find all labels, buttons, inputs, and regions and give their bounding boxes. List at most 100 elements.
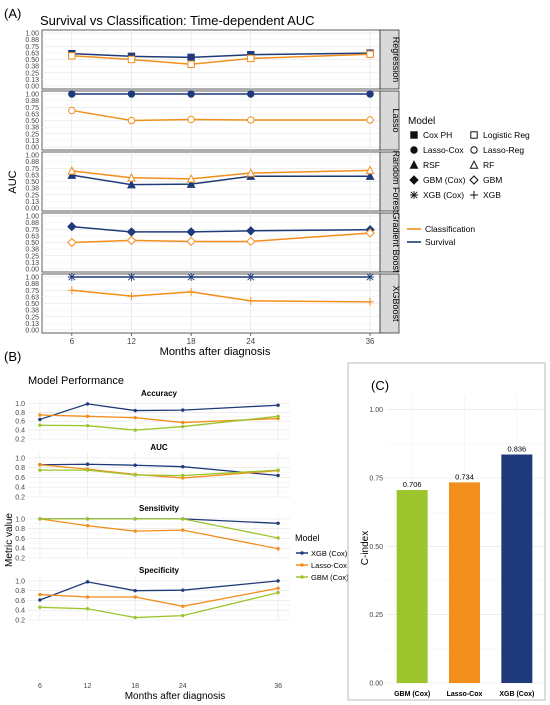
legend-marker (470, 191, 478, 199)
data-point (181, 517, 185, 521)
data-point (181, 464, 185, 469)
chart-a-xlabel: Months after diagnosis (160, 346, 271, 358)
chart-c: 0.00 0.25 0.50 0.75 1.00 0.706 GBM (Cox) 0.734 L… (369, 396, 543, 698)
data-point (85, 524, 90, 528)
chart-c-frame (347, 362, 546, 701)
y-tick-label: 0.63 (25, 111, 39, 118)
legend-dot (300, 575, 304, 579)
data-point (365, 171, 375, 180)
panel-label-c: (C) (371, 378, 389, 393)
legend-b-title: Model (295, 533, 320, 543)
data-point (187, 90, 195, 98)
data-point (127, 116, 136, 125)
legend-dot (300, 563, 304, 567)
x-tick-label: 12 (84, 683, 92, 690)
y-tick-label: 0.8 (15, 526, 25, 533)
data-point (247, 54, 255, 63)
bar-value-label: 0.734 (455, 472, 474, 481)
legend-marker (410, 131, 418, 139)
data-point (187, 60, 195, 68)
y-tick-label: 0.75 (25, 227, 39, 234)
data-point (187, 53, 195, 62)
facet-strip (379, 151, 400, 212)
data-point (276, 414, 280, 419)
bar-value-label: 0.706 (403, 480, 422, 489)
data-point (366, 116, 374, 124)
y-tick-label: 0.88 (25, 220, 39, 227)
legend-b-item: Lasso-Cox (311, 561, 347, 570)
data-point (181, 476, 185, 480)
data-point (133, 463, 137, 467)
y-tick-label: 1.0 (15, 455, 25, 462)
data-point (85, 402, 90, 406)
data-point (85, 517, 90, 521)
data-point (133, 595, 137, 599)
chart-b-facets: Accuracy 0.2 0.4 0.6 0.8 1.0 AUC 0.2 0.4 0.6 0.8 1.… (15, 389, 290, 690)
data-point (181, 528, 185, 532)
bar-value-label: 0.836 (507, 444, 526, 453)
x-tick-label: 36 (366, 337, 375, 346)
data-point (68, 106, 76, 115)
data-point (366, 273, 375, 281)
y-tick-label: 0.00 (25, 206, 39, 213)
y-tick-label: 0.00 (25, 84, 39, 91)
data-point (85, 423, 90, 428)
y-tick-label: 0.88 (25, 37, 39, 44)
x-tick-label: 18 (187, 337, 196, 346)
facet-strip-label: Lasso (391, 108, 401, 132)
facet-strip (379, 29, 400, 90)
y-tick-label: 0.25 (25, 131, 39, 138)
y-tick-label: 0.00 (25, 267, 39, 274)
data-point (246, 236, 256, 247)
y-tick-label: 0.38 (25, 308, 39, 315)
series-line (39, 403, 279, 421)
y-tick-label: 0.2 (15, 495, 25, 502)
data-point (127, 90, 136, 98)
chart-a-legend: Model Cox PH Logistic Reg Lasso-Cox Lasso-Re… (407, 116, 530, 247)
y-tick-label: 0.4 (15, 428, 25, 435)
data-point (67, 221, 77, 232)
data-point (68, 90, 76, 98)
data-point (67, 166, 77, 175)
chart-c-ylabel: C-index (360, 531, 371, 565)
series-line (39, 518, 279, 524)
legend-marker (410, 191, 418, 199)
facet-b-title: AUC (150, 443, 168, 452)
legend-a-item: XGB (483, 190, 501, 200)
y-tick-label: 0.00 (369, 681, 383, 688)
data-point (67, 170, 77, 179)
y-tick-label: 0.50 (25, 179, 39, 186)
x-tick-label: 24 (179, 683, 187, 690)
data-point (85, 607, 90, 611)
y-tick-label: 0.75 (25, 44, 39, 51)
data-point (186, 179, 196, 188)
bar (501, 454, 533, 683)
bar (449, 482, 480, 683)
data-point (181, 408, 185, 412)
legend-marker (409, 175, 419, 185)
data-point (133, 517, 137, 521)
legend-a-item: XGB (Cox) (423, 190, 464, 200)
data-point (68, 52, 76, 60)
chart-b-legend: Model XGB (Cox) Lasso-Cox GBM (Cox) (295, 533, 349, 582)
data-point (186, 173, 196, 183)
data-point (187, 115, 195, 124)
y-tick-label: 1.00 (25, 214, 39, 221)
data-point (276, 579, 280, 583)
data-point (181, 420, 185, 425)
y-tick-label: 0.00 (25, 145, 39, 152)
legend-a-item: Logistic Reg (483, 130, 530, 140)
data-point (246, 273, 255, 281)
facet-b-title: Specificity (139, 566, 180, 575)
legend-a-item: Lasso-Reg (483, 145, 524, 155)
y-tick-label: 0.50 (25, 118, 39, 125)
data-point (38, 517, 42, 521)
y-tick-label: 0.63 (25, 50, 39, 57)
data-point (85, 595, 90, 599)
y-tick-label: 0.2 (15, 618, 25, 625)
y-tick-label: 0.13 (25, 199, 39, 206)
y-tick-label: 0.88 (25, 281, 39, 288)
data-point (186, 227, 196, 237)
y-tick-label: 0.25 (25, 253, 39, 260)
